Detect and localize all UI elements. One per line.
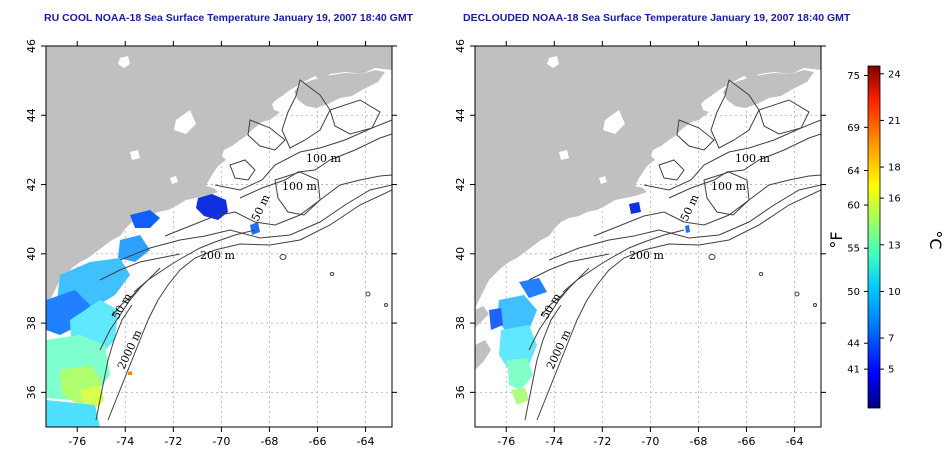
x-tick-label-5: -66 bbox=[738, 435, 756, 448]
y-tick-label-0: 36 bbox=[25, 385, 38, 399]
fahrenheit-tick-0: 75 bbox=[847, 71, 860, 82]
fahrenheit-tick-3: 60 bbox=[847, 201, 860, 212]
fahrenheit-tick-1: 69 bbox=[847, 123, 860, 134]
celsius-tick-5: 10 bbox=[888, 287, 901, 298]
x-tick-label-6: -64 bbox=[357, 435, 375, 448]
colorbar-gradient bbox=[867, 65, 881, 409]
sst-patches-left bbox=[46, 194, 260, 427]
fahrenheit-tick-5: 50 bbox=[847, 287, 860, 298]
contour-label-100m-north-r: 100 m bbox=[735, 152, 770, 165]
fahrenheit-tick-4: 55 bbox=[847, 244, 860, 255]
x-tick-label-4: -68 bbox=[260, 435, 278, 448]
y-tick-label-3: 42 bbox=[454, 178, 467, 192]
y-tick-label-1: 38 bbox=[454, 316, 467, 330]
contour-label-200m-r: 200 m bbox=[629, 249, 664, 262]
unit-fahrenheit: °F bbox=[827, 231, 846, 248]
celsius-tick-7: 5 bbox=[888, 365, 894, 376]
x-tick-label-2: -72 bbox=[164, 435, 182, 448]
y-tick-label-0: 36 bbox=[454, 385, 467, 399]
x-tick-label-1: -74 bbox=[545, 435, 563, 448]
celsius-tick-2: 18 bbox=[888, 163, 901, 174]
right-axis-ticks: -76 -74 -72 -70 -68 -66 -64 36 38 40 42 44 46 bbox=[454, 39, 826, 448]
x-tick-label-2: -72 bbox=[593, 435, 611, 448]
celsius-tick-4: 13 bbox=[888, 240, 901, 251]
x-tick-label-5: -66 bbox=[309, 435, 327, 448]
y-tick-label-1: 38 bbox=[25, 316, 38, 330]
y-tick-label-4: 44 bbox=[25, 108, 38, 122]
sst-patches-right bbox=[489, 202, 690, 405]
y-tick-label-5: 46 bbox=[25, 39, 38, 53]
celsius-tick-0: 24 bbox=[888, 69, 901, 80]
contour-label-100m-north: 100 m bbox=[306, 152, 341, 165]
x-tick-label-6: -64 bbox=[786, 435, 804, 448]
y-tick-label-2: 40 bbox=[454, 247, 467, 261]
x-tick-label-3: -70 bbox=[212, 435, 230, 448]
celsius-tick-3: 16 bbox=[888, 194, 901, 205]
left-panel-title: RU COOL NOAA-18 Sea Surface Temperature … bbox=[44, 12, 414, 24]
contour-label-200m: 200 m bbox=[200, 249, 235, 262]
x-tick-label-3: -70 bbox=[641, 435, 659, 448]
unit-celsius: °C bbox=[926, 230, 945, 249]
celsius-tick-6: 7 bbox=[888, 334, 894, 345]
fahrenheit-tick-7: 41 bbox=[847, 365, 860, 376]
contour-label-100m-georges: 100 m bbox=[282, 180, 317, 193]
x-tick-label-0: -76 bbox=[68, 435, 86, 448]
y-tick-label-5: 46 bbox=[454, 39, 467, 53]
contour-label-100m-georges-r: 100 m bbox=[711, 180, 746, 193]
celsius-tick-1: 21 bbox=[888, 116, 901, 127]
y-tick-label-3: 42 bbox=[25, 178, 38, 192]
right-map-panel: 100 m 100 m 50 m 200 m 50 m 2000 m -76 -7… bbox=[454, 39, 826, 448]
right-panel-title: DECLOUDED NOAA-18 Sea Surface Temperatur… bbox=[463, 12, 851, 24]
x-tick-label-4: -68 bbox=[689, 435, 707, 448]
y-tick-label-4: 44 bbox=[454, 108, 467, 122]
x-tick-label-1: -74 bbox=[116, 435, 134, 448]
left-axis-ticks: -76 -74 -72 -70 -68 -66 -64 36 38 40 42 44 46 bbox=[25, 39, 397, 448]
left-map-panel: 100 m 100 m 50 m 200 m 50 m 2000 m -76 -7… bbox=[25, 39, 397, 448]
y-tick-label-2: 40 bbox=[25, 247, 38, 261]
fahrenheit-tick-2: 64 bbox=[847, 166, 860, 177]
x-tick-label-0: -76 bbox=[497, 435, 515, 448]
fahrenheit-tick-6: 44 bbox=[847, 339, 860, 350]
